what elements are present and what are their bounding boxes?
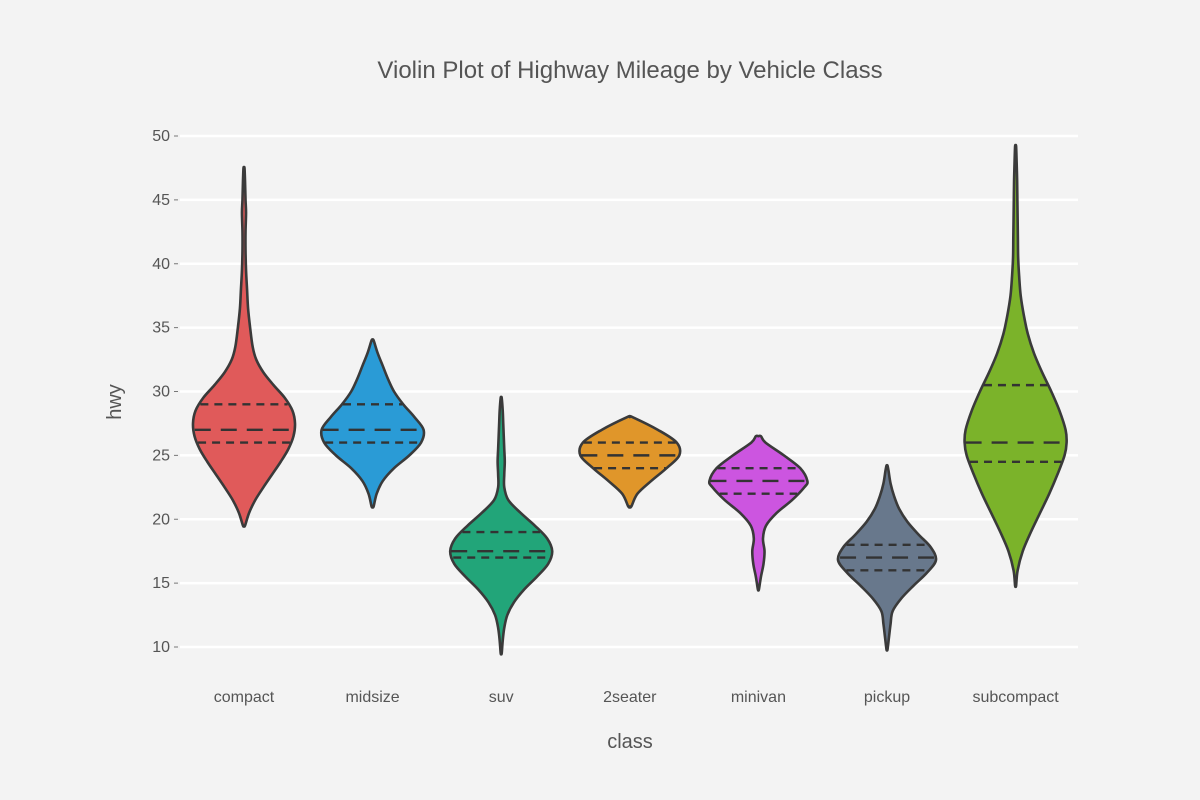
violin-minivan <box>707 434 809 592</box>
y-tick-label-20: 20 <box>152 511 170 528</box>
y-tick-label-35: 35 <box>152 320 170 337</box>
y-tick-label-30: 30 <box>152 384 170 401</box>
x-tick-label-suv: suv <box>489 689 514 706</box>
violin-suv <box>448 395 554 656</box>
violin-body-midsize <box>319 338 426 509</box>
x-tick-label-2seater: 2seater <box>603 689 657 706</box>
chart-title: Violin Plot of Highway Mileage by Vehicl… <box>377 57 882 84</box>
violin-body-pickup <box>836 463 938 652</box>
x-tick-label-minivan: minivan <box>731 689 786 706</box>
violin-body-2seater <box>578 414 682 509</box>
x-tick-label-pickup: pickup <box>864 689 910 706</box>
violin-body-minivan <box>707 434 809 592</box>
x-tick-label-midsize: midsize <box>345 689 399 706</box>
x-axis-ticks: compact midsize suv 2seater minivan pickup sub… <box>214 689 1060 706</box>
violin-subcompact <box>963 143 1068 589</box>
violin-body-suv <box>448 395 554 656</box>
x-axis-title: class <box>607 731 653 753</box>
violins <box>191 143 1068 656</box>
y-tick-label-10: 10 <box>152 639 170 656</box>
gridlines <box>180 134 1078 649</box>
violin-pickup <box>836 463 938 652</box>
violin-body-compact <box>191 165 297 528</box>
violin-body-subcompact <box>963 143 1068 589</box>
x-tick-label-subcompact: subcompact <box>972 689 1059 706</box>
y-tick-label-40: 40 <box>152 256 170 273</box>
y-axis-title: hwy <box>104 384 126 420</box>
y-tick-label-50: 50 <box>152 128 170 145</box>
violin-compact <box>191 165 297 528</box>
y-tick-label-25: 25 <box>152 447 170 464</box>
violin-midsize <box>319 338 426 509</box>
violin-2seater <box>578 414 682 509</box>
y-axis-ticks: 10 15 20 25 30 35 40 45 50 <box>152 128 178 656</box>
x-tick-label-compact: compact <box>214 689 275 706</box>
y-tick-label-45: 45 <box>152 192 170 209</box>
y-tick-label-15: 15 <box>152 575 170 592</box>
